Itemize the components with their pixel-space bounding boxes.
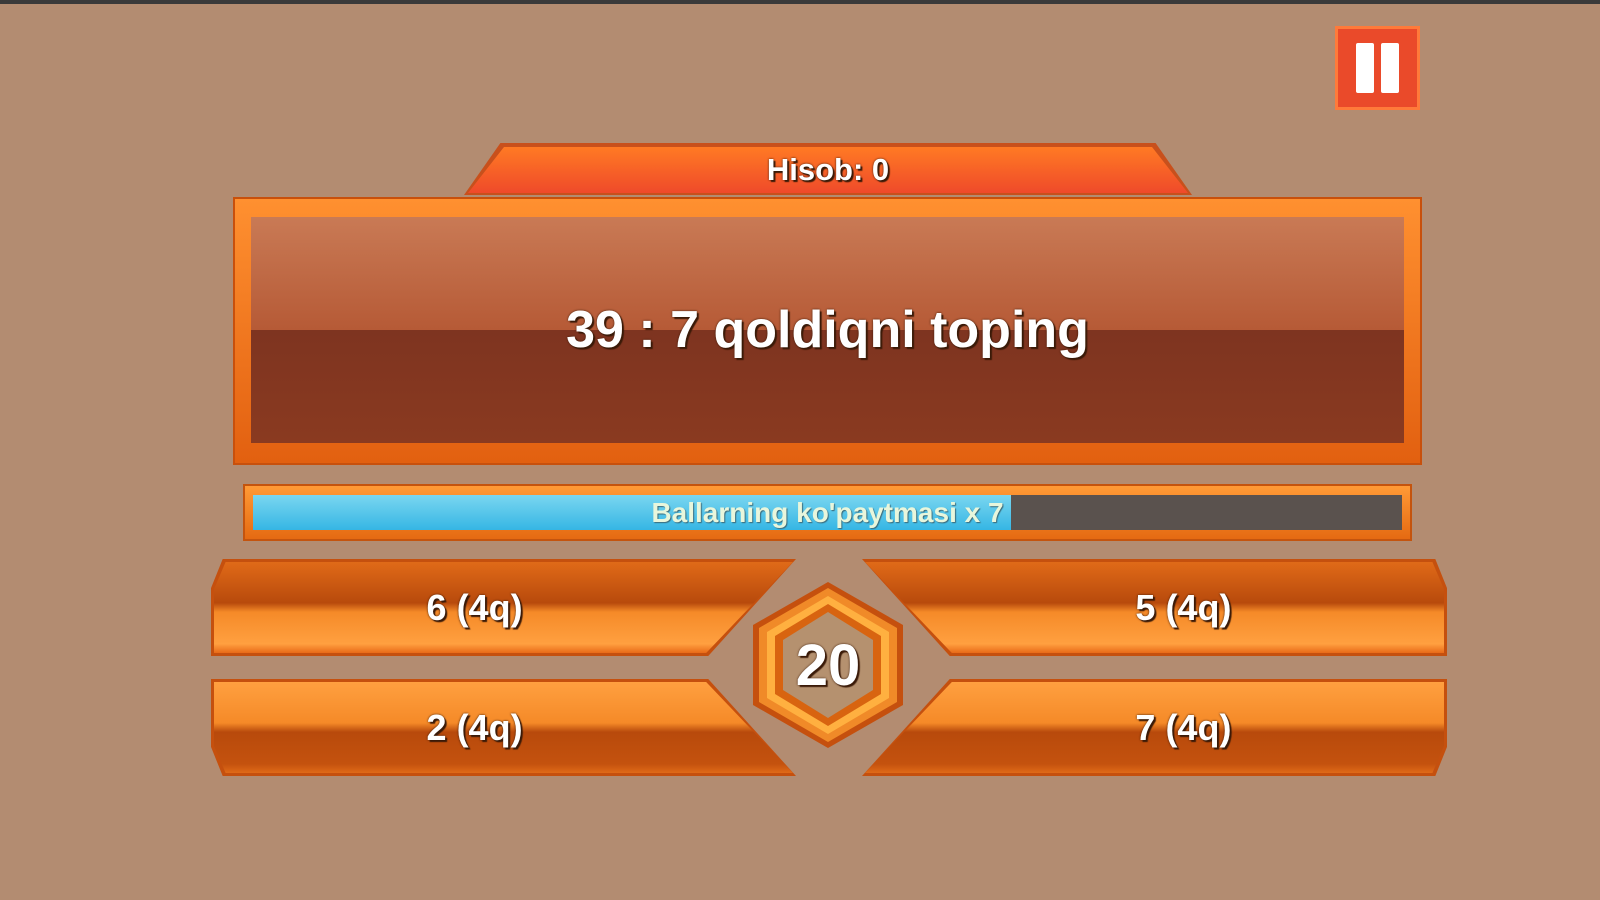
question-text: 39 : 7 qoldiqni toping — [251, 217, 1404, 443]
score-banner: Hisob: 0 — [464, 143, 1192, 195]
answer-label: 2 (4q) — [426, 706, 523, 748]
question-panel: 39 : 7 qoldiqni toping — [233, 197, 1422, 465]
timer-value: 20 — [795, 632, 861, 698]
answer-button-2[interactable]: 5 (4q) — [862, 559, 1447, 656]
timer-hexagon: 20 — [751, 580, 905, 750]
multiplier-progress-fill — [253, 495, 1012, 530]
answer-label: 6 (4q) — [426, 586, 523, 628]
multiplier-progress-bar: Ballarning ko'paytmasi x 7 — [243, 484, 1412, 541]
answer-label: 7 (4q) — [1135, 706, 1232, 748]
score-label: Hisob: 0 — [468, 147, 1188, 193]
multiplier-label: Ballarning ko'paytmasi x 7 — [651, 496, 1004, 528]
answer-label: 5 (4q) — [1135, 586, 1232, 628]
answer-button-4[interactable]: 7 (4q) — [862, 679, 1447, 776]
hexagon-frame-icon — [753, 582, 903, 748]
pause-button[interactable] — [1335, 26, 1420, 110]
answer-button-3[interactable]: 2 (4q) — [211, 679, 796, 776]
answer-button-1[interactable]: 6 (4q) — [211, 559, 796, 656]
top-edge — [0, 0, 1600, 4]
